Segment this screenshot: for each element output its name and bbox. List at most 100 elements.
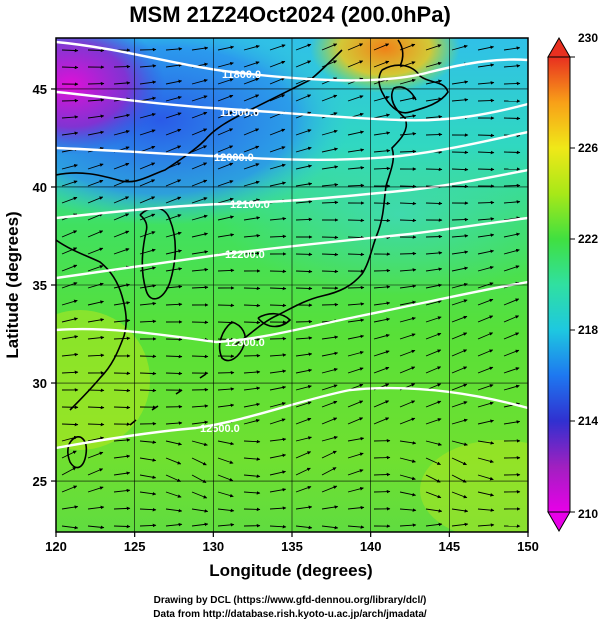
- contour-12200: [56, 216, 528, 280]
- wind-vector: [321, 525, 339, 530]
- wind-vector: [191, 78, 208, 85]
- wind-vector: [269, 163, 286, 170]
- wind-vector: [87, 230, 104, 238]
- wind-vector: [425, 491, 442, 499]
- wind-vector: [373, 366, 390, 374]
- wind-vector: [373, 60, 390, 68]
- y-tick-label: 45: [33, 82, 47, 97]
- wind-vector: [113, 196, 130, 204]
- wind-vector: [61, 48, 79, 53]
- wind-vector: [347, 487, 364, 493]
- wind-vector: [269, 234, 287, 239]
- wind-vector: [373, 285, 391, 289]
- wind-vector: [295, 485, 312, 493]
- wind-vector: [321, 485, 338, 493]
- wind-vector: [217, 233, 235, 238]
- wind-vector: [269, 303, 287, 308]
- wind-vector: [347, 183, 365, 188]
- wind-vector: [477, 366, 494, 374]
- map-title: MSM 21Z24Oct2024 (200.0hPa): [129, 2, 451, 27]
- wind-vector: [269, 216, 287, 221]
- wind-vector: [373, 43, 390, 51]
- wind-vector: [269, 402, 286, 408]
- wind-vector: [373, 417, 390, 425]
- wind-vector: [243, 94, 260, 102]
- wind-vector: [87, 179, 104, 187]
- wind-vector: [61, 317, 78, 323]
- wind-vector: [191, 145, 208, 153]
- contour-label-12000: 12000.0: [214, 152, 254, 164]
- wind-vector: [191, 354, 209, 359]
- wind-vector: [451, 250, 469, 255]
- wind-vector: [165, 47, 183, 51]
- wind-vector: [87, 98, 105, 102]
- wind-vector: [61, 299, 78, 306]
- wind-vector: [321, 467, 337, 476]
- wind-vector: [243, 251, 261, 256]
- wind-vector: [373, 400, 390, 408]
- wind-vector: [477, 249, 495, 255]
- wind-vector: [217, 387, 235, 391]
- wind-vector: [139, 179, 156, 187]
- wind-vector: [113, 318, 131, 323]
- wind-vector: [243, 44, 260, 51]
- wind-vector: [477, 150, 495, 155]
- wind-vector: [191, 285, 209, 290]
- x-tick-label: 130: [202, 539, 224, 554]
- wind-vector: [61, 485, 78, 493]
- wind-vector: [243, 439, 261, 444]
- wind-vector: [113, 438, 131, 442]
- wind-vector: [87, 486, 104, 493]
- wind-vector: [425, 366, 442, 374]
- wind-vector: [243, 111, 260, 119]
- wind-vector: [321, 351, 339, 357]
- wind-vector: [503, 200, 521, 204]
- wind-vector: [373, 350, 390, 357]
- wind-vector: [243, 370, 261, 374]
- wind-vector: [139, 457, 157, 462]
- wind-vector: [243, 303, 261, 308]
- wind-vector: [191, 457, 207, 466]
- y-tick-label: 40: [33, 180, 47, 195]
- wind-vector: [191, 250, 209, 255]
- wind-vector: [399, 474, 416, 481]
- wind-vector: [295, 286, 313, 291]
- wind-vector: [347, 334, 365, 340]
- wind-vector: [399, 218, 417, 223]
- wind-vector: [451, 234, 469, 238]
- wind-vector: [321, 165, 339, 170]
- contour-label-12500: 12500.0: [200, 423, 240, 435]
- wind-vector: [243, 163, 260, 170]
- wind-vector: [165, 522, 183, 527]
- wind-vector: [399, 333, 416, 340]
- wind-vector: [321, 94, 338, 102]
- wind-vector: [113, 488, 131, 493]
- wind-vector: [61, 525, 79, 530]
- credit-line-dcl: Drawing by DCL (https://www.gfd-dennou.o…: [154, 595, 427, 606]
- taiwan-coastline: [67, 436, 88, 469]
- wind-vector: [321, 252, 339, 257]
- plot-area: [56, 38, 528, 532]
- wind-vector: [503, 248, 520, 255]
- wind-vector: [477, 63, 495, 68]
- wind-vector: [321, 435, 338, 442]
- wind-vector: [269, 369, 287, 374]
- wind-vector: [503, 315, 520, 323]
- wind-vector: [139, 213, 156, 221]
- wind-vector: [113, 471, 131, 476]
- wind-vector: [425, 61, 442, 68]
- wind-vector: [373, 166, 391, 171]
- wind-vector: [61, 422, 79, 427]
- wind-vector: [477, 217, 495, 221]
- wind-vector: [269, 385, 287, 391]
- wind-vector: [87, 451, 104, 459]
- wind-vector: [217, 523, 235, 527]
- wind-vector: [347, 130, 364, 136]
- contour-12300: [56, 280, 528, 344]
- wind-vector: [425, 201, 443, 206]
- wind-vector: [399, 300, 417, 306]
- contour-label-12300: 12300.0: [225, 337, 265, 349]
- wind-vector: [425, 440, 442, 446]
- wind-vector: [295, 467, 311, 476]
- wind-vector: [477, 474, 494, 481]
